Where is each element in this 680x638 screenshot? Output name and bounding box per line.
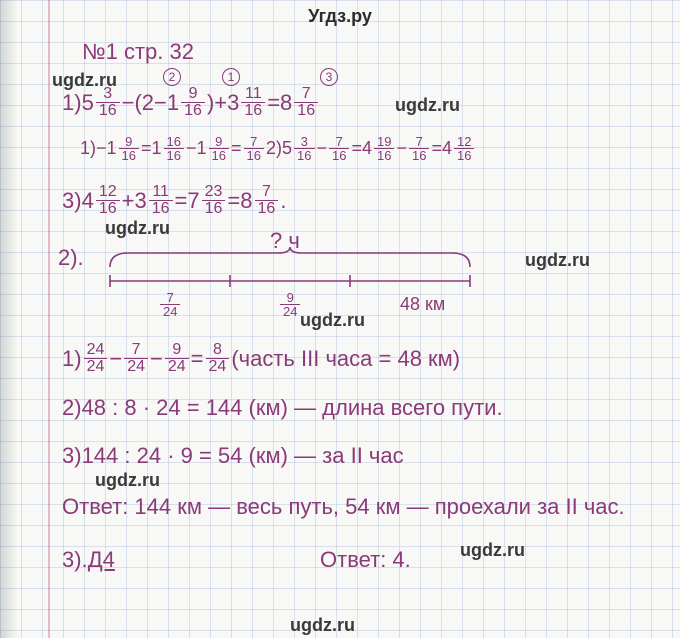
- watermark: ugdz.ru: [525, 250, 590, 271]
- handwritten-line: 3) 41216 + 31116 = 72316 = 8716.: [62, 184, 286, 217]
- watermark: ugdz.ru: [460, 540, 525, 561]
- watermark: ugdz.ru: [95, 470, 160, 491]
- watermark: ugdz.ru: [105, 218, 170, 239]
- handwritten-line: 3). Д4: [62, 546, 115, 573]
- segment-diagram: [90, 245, 490, 315]
- handwritten-line: 2).: [58, 244, 84, 271]
- handwritten-line: 1) − 1916 = 11616 − 1916 = 716 2) 5316 −…: [80, 134, 476, 162]
- margin-line: [48, 0, 50, 638]
- site-title: Угдз.ру: [0, 6, 680, 27]
- handwritten-line: 1) 5316 − (2 − 1916) + 31116 = 8716: [62, 86, 320, 119]
- handwritten-line: 1) 2424 − 724 − 924 = 824 (часть III час…: [62, 342, 460, 375]
- page-root: Угдз.ру ugdz.ru ugdz.ru ugdz.ru ugdz.ru ugdz…: [0, 0, 680, 638]
- handwritten-line: 3) 144 : 24 · 9 = 54 (км) — за II час: [62, 442, 404, 469]
- watermark: ugdz.ru: [395, 95, 460, 116]
- paper-edge-shadow: [0, 0, 18, 638]
- step-order-circle: 2: [163, 68, 181, 86]
- handwritten-line: Ответ: 4.: [320, 546, 411, 573]
- step-order-circle: 3: [320, 68, 338, 86]
- handwritten-line: 2) 48 : 8 · 24 = 144 (км) — длина всего …: [62, 394, 503, 421]
- handwritten-line: Ответ: 144 км — весь путь, 54 км — проех…: [62, 494, 625, 520]
- handwritten-line: №1 стр. 32: [82, 38, 194, 65]
- step-order-circle: 1: [222, 68, 240, 86]
- watermark: ugdz.ru: [290, 615, 355, 636]
